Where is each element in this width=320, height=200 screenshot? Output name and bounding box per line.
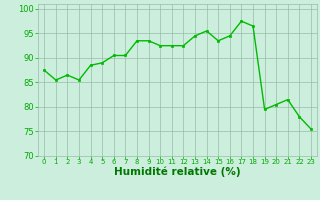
X-axis label: Humidité relative (%): Humidité relative (%) [114,167,241,177]
